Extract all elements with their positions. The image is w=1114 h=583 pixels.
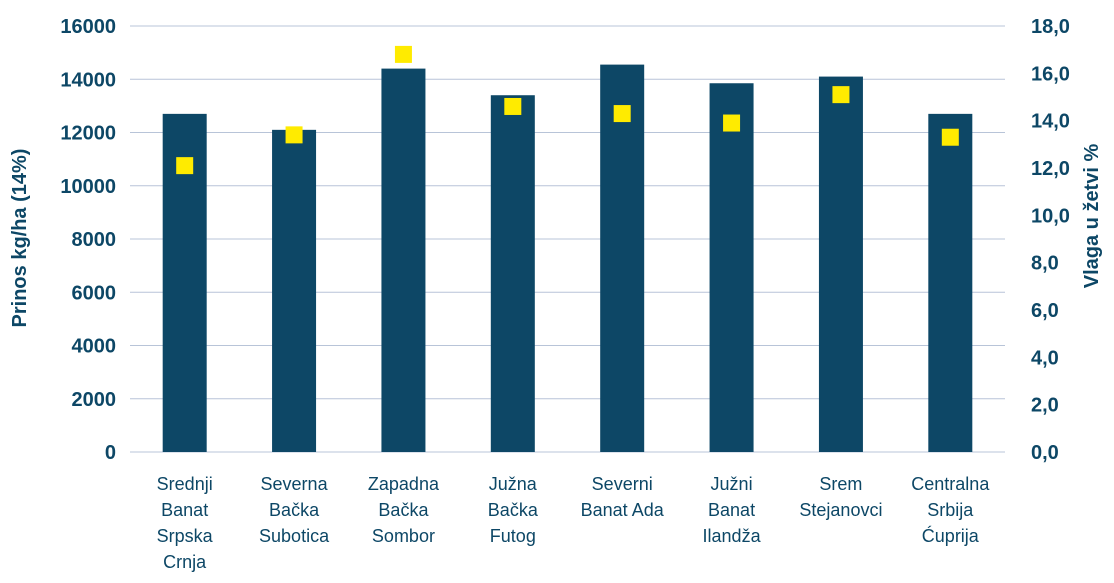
bar (928, 113, 973, 453)
grid (130, 25, 1005, 453)
y2-tick-label: 16,0 (1031, 63, 1070, 85)
y2-tick-label: 18,0 (1031, 16, 1070, 38)
moisture-marker (176, 157, 194, 175)
y-tick-label: 0 (105, 442, 116, 464)
x-category-label: Južni Banat Ilandža (703, 474, 762, 546)
y2-tick-label: 14,0 (1031, 111, 1070, 133)
bar (600, 64, 645, 452)
y-tick-label: 2000 (72, 389, 117, 411)
x-category-label: Srednji Banat Srpska Crnja (157, 474, 214, 572)
y2-tick-label: 0,0 (1031, 442, 1059, 464)
x-category-label: Srem Stejanovci (799, 474, 882, 520)
y-tick-label: 14000 (60, 69, 116, 91)
x-category-label: Zapadna Bačka Sombor (368, 474, 440, 546)
moisture-marker (723, 114, 741, 132)
y-axis-title: Prinos kg/ha (14%) (9, 149, 31, 328)
moisture-marker (285, 126, 303, 144)
y2-tick-label: 2,0 (1031, 395, 1059, 417)
y-tick-label: 10000 (60, 176, 116, 198)
bar (490, 95, 535, 452)
moisture-marker (613, 105, 631, 123)
y2-tick-label: 12,0 (1031, 158, 1070, 180)
y-tick-label: 4000 (72, 336, 117, 358)
bar (709, 83, 754, 453)
y-tick-label: 12000 (60, 123, 116, 145)
y-tick-label: 8000 (72, 229, 117, 251)
bar (818, 76, 863, 453)
x-axis-labels: Srednji Banat Srpska Crnja Severna Bačka Subot… (157, 474, 991, 572)
y-tick-label: 16000 (60, 16, 116, 38)
y-tick-label: 6000 (72, 282, 117, 304)
y2-tick-label: 6,0 (1031, 300, 1059, 322)
x-category-label: Centralna Srbija Ćuprija (911, 474, 990, 546)
y2-tick-label: 10,0 (1031, 205, 1070, 227)
markers (176, 45, 959, 175)
x-category-label: Severni Banat Ada (581, 474, 665, 520)
moisture-marker (394, 45, 412, 63)
y2-axis-ticks: 0,0 2,0 4,0 6,0 8,0 10,0 12,0 14,0 16,0 18,0 (1031, 16, 1070, 464)
moisture-marker (941, 128, 959, 146)
x-category-label: Južna Bačka Futog (488, 474, 539, 546)
bar (381, 68, 426, 452)
bars (162, 64, 973, 453)
x-category-label: Severna Bačka Subotica (259, 474, 330, 546)
y2-tick-label: 4,0 (1031, 347, 1059, 369)
bar (272, 129, 317, 452)
y2-axis-title: Vlaga u žetvi % (1081, 144, 1103, 289)
y-axis-ticks: 0 2000 4000 6000 8000 10000 12000 14000 16000 (60, 16, 116, 464)
moisture-marker (832, 86, 850, 104)
y2-tick-label: 8,0 (1031, 253, 1059, 275)
moisture-marker (504, 97, 522, 115)
